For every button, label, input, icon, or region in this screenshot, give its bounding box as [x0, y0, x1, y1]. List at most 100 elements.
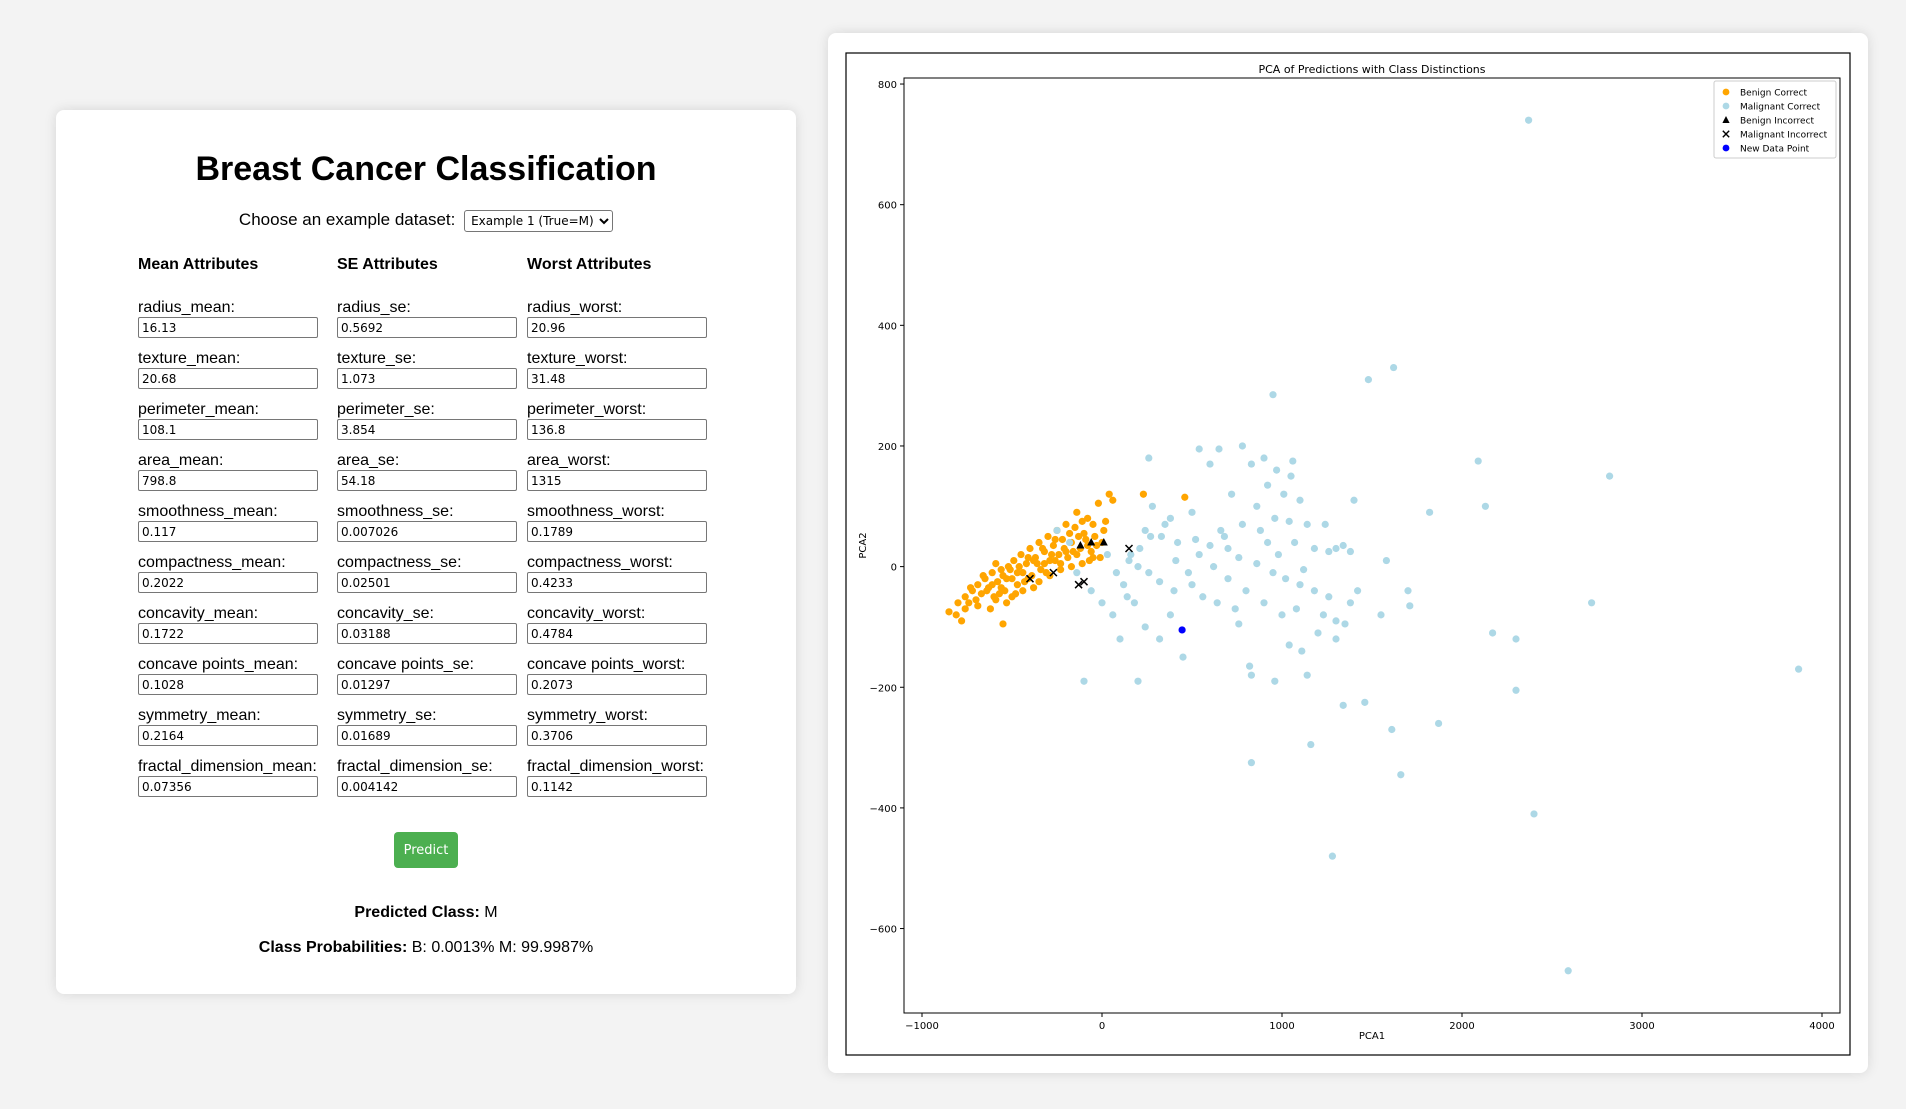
attribute-input[interactable]: [138, 521, 318, 542]
attribute-input[interactable]: [527, 674, 707, 695]
benign-incorrect-point: [1076, 541, 1085, 549]
benign-correct-point: [1024, 575, 1032, 583]
malignant-correct-point: [1298, 647, 1306, 655]
x-tick-label: 0: [1099, 1021, 1105, 1032]
attribute-input[interactable]: [138, 725, 318, 746]
benign-correct-point: [1048, 550, 1056, 559]
malignant-correct-point: [1278, 611, 1286, 619]
x-tick-label: 3000: [1629, 1021, 1654, 1032]
malignant-correct-point: [1179, 653, 1187, 661]
benign-correct-point: [1102, 517, 1110, 525]
malignant-correct-point: [1220, 532, 1228, 541]
attribute-field: radius_mean:: [138, 298, 318, 349]
malignant-incorrect-point: [1124, 544, 1134, 553]
benign-correct-point: [1049, 541, 1057, 550]
malignant-correct-point: [1166, 514, 1174, 522]
benign-correct-point: [1015, 563, 1023, 571]
attribute-input[interactable]: [527, 776, 707, 797]
attribute-input[interactable]: [337, 419, 517, 440]
attribute-input[interactable]: [138, 470, 318, 491]
benign-correct-point: [1035, 538, 1043, 547]
attribute-input[interactable]: [527, 725, 707, 746]
malignant-correct-point: [1134, 677, 1142, 685]
attribute-input[interactable]: [337, 725, 517, 746]
benign-incorrect-point: [1087, 537, 1096, 546]
malignant-correct-point: [1224, 544, 1232, 553]
attribute-input[interactable]: [337, 521, 517, 542]
attribute-input[interactable]: [138, 776, 318, 797]
example-dataset-select[interactable]: Example 1 (True=M): [464, 210, 614, 232]
attribute-label: texture_worst:: [527, 350, 628, 367]
attribute-label: concave points_worst:: [527, 656, 686, 673]
attribute-field: fractal_dimension_se:: [337, 757, 517, 808]
attribute-input[interactable]: [337, 623, 517, 644]
attribute-input[interactable]: [337, 776, 517, 797]
benign-correct-point: [997, 566, 1005, 574]
attribute-label: symmetry_se:: [337, 707, 437, 724]
malignant-correct-point: [1512, 686, 1520, 694]
predict-button[interactable]: Predict: [394, 832, 458, 868]
benign-correct-point: [952, 611, 960, 619]
x-tick-label: 4000: [1809, 1021, 1834, 1032]
example-chooser-label: Choose an example dataset:: [238, 210, 456, 229]
attribute-input[interactable]: [337, 470, 517, 491]
attribute-field: concave points_mean:: [138, 655, 318, 706]
attribute-input[interactable]: [337, 572, 517, 593]
malignant-correct-point: [1134, 563, 1142, 571]
benign-correct-point: [1089, 520, 1097, 528]
attribute-input[interactable]: [138, 317, 318, 338]
attribute-input[interactable]: [527, 368, 707, 389]
malignant-correct-point: [1125, 556, 1133, 565]
attribute-input[interactable]: [138, 623, 318, 644]
attribute-input[interactable]: [337, 674, 517, 695]
malignant-correct-point: [1073, 569, 1081, 577]
attribute-input[interactable]: [337, 368, 517, 389]
benign-correct-point: [1080, 529, 1088, 538]
attribute-input[interactable]: [527, 623, 707, 644]
malignant-correct-point: [1260, 454, 1268, 462]
malignant-correct-point: [1166, 611, 1174, 619]
example-chooser: Choose an example dataset: Example 1 (Tr…: [56, 210, 796, 232]
new-data-point-point: [1178, 626, 1186, 634]
predicted-class-label: Predicted Class:: [354, 904, 480, 921]
benign-correct-point: [1078, 559, 1086, 568]
attribute-input[interactable]: [138, 368, 318, 389]
malignant-correct-point: [1199, 593, 1207, 601]
attribute-input[interactable]: [527, 572, 707, 593]
malignant-correct-point: [1489, 629, 1497, 637]
benign-correct-point: [1046, 556, 1054, 565]
attribute-input[interactable]: [138, 674, 318, 695]
attribute-input[interactable]: [527, 317, 707, 338]
malignant-correct-point: [1147, 532, 1155, 541]
benign-correct-point: [999, 620, 1007, 628]
attribute-column-2: Worst Attributes radius_worst: texture_wor…: [527, 256, 707, 808]
attribute-input[interactable]: [337, 317, 517, 338]
legend-label: New Data Point: [1740, 145, 1810, 155]
malignant-correct-point: [1289, 457, 1297, 465]
malignant-correct-point: [1123, 593, 1131, 601]
attribute-label: perimeter_worst:: [527, 401, 647, 418]
benign-correct-point: [954, 599, 962, 607]
attribute-label: fractal_dimension_se:: [337, 758, 493, 775]
attribute-input[interactable]: [138, 419, 318, 440]
malignant-correct-point: [1271, 514, 1279, 522]
attribute-input[interactable]: [527, 419, 707, 440]
attribute-label: radius_worst:: [527, 299, 623, 316]
attribute-input[interactable]: [527, 470, 707, 491]
page-title: Breast Cancer Classification: [195, 150, 657, 188]
benign-correct-point: [1003, 599, 1011, 607]
attribute-input[interactable]: [138, 572, 318, 593]
malignant-correct-point: [1148, 502, 1156, 510]
malignant-correct-point: [1606, 472, 1614, 480]
malignant-correct-point: [1235, 620, 1243, 628]
attribute-field: texture_mean:: [138, 349, 318, 400]
malignant-correct-point: [1145, 569, 1153, 577]
malignant-correct-point: [1228, 490, 1236, 498]
class-probabilities-value: B: 0.0013% M: 99.9987%: [411, 939, 594, 956]
malignant-correct-point: [1341, 620, 1349, 628]
chart-title: PCA of Predictions with Class Distinctio…: [1258, 63, 1485, 76]
attribute-field: smoothness_se:: [337, 502, 517, 553]
malignant-correct-point: [1307, 740, 1315, 749]
malignant-correct-point: [1161, 520, 1169, 528]
attribute-input[interactable]: [527, 521, 707, 542]
